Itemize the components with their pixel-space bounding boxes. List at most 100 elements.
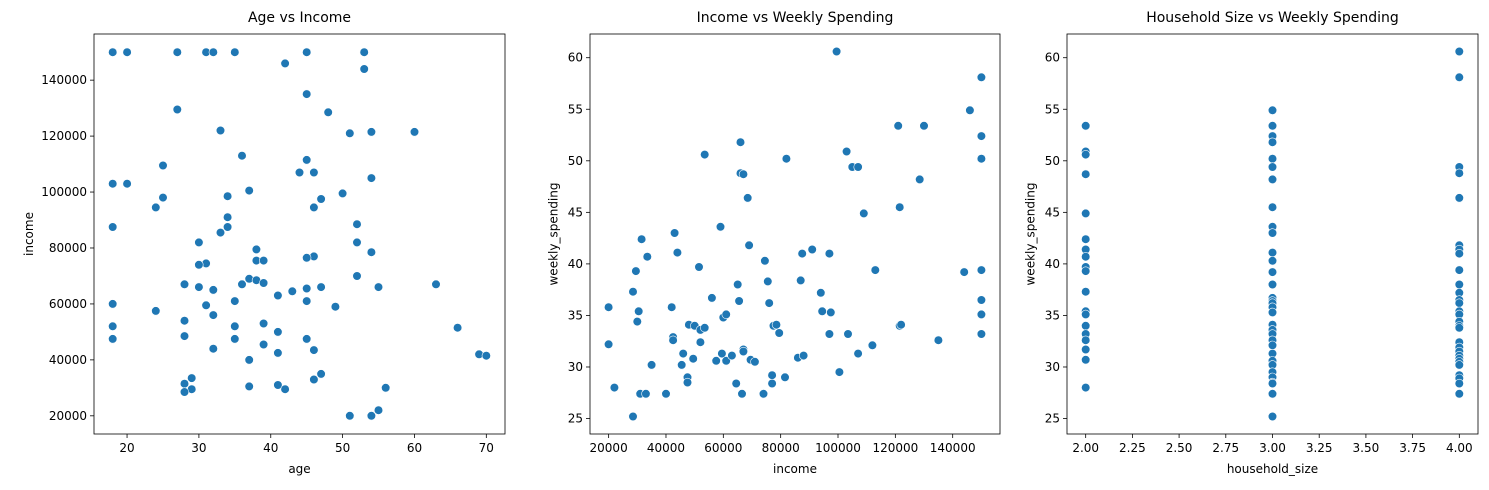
x-tick-label: 70: [479, 441, 494, 455]
y-tick-label: 55: [1045, 102, 1060, 116]
data-point: [632, 317, 642, 327]
data-point: [1267, 307, 1278, 318]
data-point: [431, 279, 441, 289]
data-point: [316, 194, 326, 204]
data-point: [273, 380, 283, 390]
x-tick-label: 80000: [762, 441, 800, 455]
household-size-vs-weekly-spending-title: Household Size vs Weekly Spending: [1146, 10, 1399, 26]
data-point: [678, 349, 688, 359]
y-tick-label: 120000: [41, 129, 87, 143]
data-point: [172, 47, 182, 57]
x-tick-label: 2.50: [1166, 441, 1193, 455]
data-point: [959, 267, 969, 277]
data-point: [230, 47, 240, 57]
data-point: [302, 283, 312, 294]
data-point: [700, 150, 710, 160]
data-point: [338, 188, 348, 198]
data-point: [309, 345, 319, 355]
data-point: [352, 219, 362, 229]
data-point: [721, 309, 731, 320]
data-point: [208, 310, 218, 320]
data-point: [919, 121, 929, 131]
data-point: [763, 276, 773, 287]
data-point: [744, 240, 754, 250]
data-point: [695, 337, 706, 347]
x-tick-label: 40000: [647, 441, 685, 455]
data-point: [976, 265, 987, 275]
data-point: [158, 193, 168, 203]
y-tick-label: 25: [1045, 412, 1060, 426]
data-point: [700, 323, 710, 333]
data-point: [1081, 121, 1091, 131]
y-tick-label: 60: [1045, 51, 1060, 65]
x-tick-label: 3.50: [1353, 441, 1380, 455]
data-point: [764, 298, 774, 308]
data-point: [352, 271, 362, 281]
data-point: [1081, 344, 1091, 355]
data-point: [634, 306, 644, 316]
data-point: [609, 383, 620, 393]
y-axis-label: weekly_spending: [547, 183, 561, 286]
data-point: [453, 323, 463, 333]
data-point: [933, 335, 944, 345]
household-size-vs-weekly-spending-chart: 2.00 2.25 2.50 2.75 3.00 3.25 3.50 3.75 4.00 25 30…: [1024, 10, 1479, 476]
data-point: [409, 127, 420, 137]
x-tick-label: 20000: [590, 441, 628, 455]
data-point: [316, 369, 326, 379]
data-point: [179, 279, 190, 289]
y-axis-label: weekly_spending: [1024, 183, 1038, 286]
data-point: [711, 356, 721, 366]
data-point: [661, 389, 671, 399]
x-tick-label: 60: [407, 441, 422, 455]
data-point: [715, 222, 726, 232]
data-point: [158, 160, 168, 171]
data-point: [976, 154, 987, 164]
data-point: [280, 384, 290, 394]
data-point: [366, 247, 377, 257]
data-point: [179, 387, 190, 397]
data-point: [771, 320, 782, 330]
data-point: [223, 212, 233, 222]
data-point: [1267, 389, 1278, 399]
data-point: [309, 374, 319, 385]
data-point: [767, 378, 777, 389]
data-point: [976, 309, 987, 320]
data-point: [733, 279, 743, 290]
data-point: [316, 282, 326, 292]
y-tick-label: 50: [1045, 154, 1060, 168]
data-point: [172, 104, 182, 115]
data-point: [122, 47, 132, 57]
y-tick-label: 30: [1045, 360, 1060, 374]
data-point: [834, 367, 845, 377]
x-tick-label: 2.75: [1212, 441, 1239, 455]
data-point: [738, 169, 749, 179]
data-point: [381, 383, 391, 393]
x-tick-label: 140000: [930, 441, 976, 455]
x-axis-label: age: [288, 462, 310, 476]
data-point: [976, 72, 987, 82]
data-point: [1267, 105, 1278, 115]
data-point: [108, 47, 118, 57]
data-point: [1081, 321, 1091, 331]
data-point: [201, 300, 211, 310]
plot-frame: [93, 33, 506, 435]
data-point: [717, 349, 727, 359]
data-point: [1081, 169, 1091, 179]
data-point: [481, 351, 491, 361]
data-point: [1267, 267, 1278, 277]
data-point: [237, 279, 247, 289]
data-point: [677, 360, 687, 370]
data-point: [843, 329, 853, 339]
data-point: [1267, 228, 1278, 238]
data-point: [1267, 340, 1278, 350]
data-point: [1081, 309, 1091, 320]
data-point: [208, 47, 218, 57]
data-point: [636, 234, 647, 244]
data-point: [796, 275, 806, 286]
y-axis-label: income: [22, 212, 36, 256]
y-tick-label: 60: [568, 51, 583, 65]
data-point: [373, 405, 384, 415]
data-point: [230, 334, 240, 344]
data-point: [682, 377, 693, 388]
y-tick-label: 40: [1045, 257, 1060, 271]
